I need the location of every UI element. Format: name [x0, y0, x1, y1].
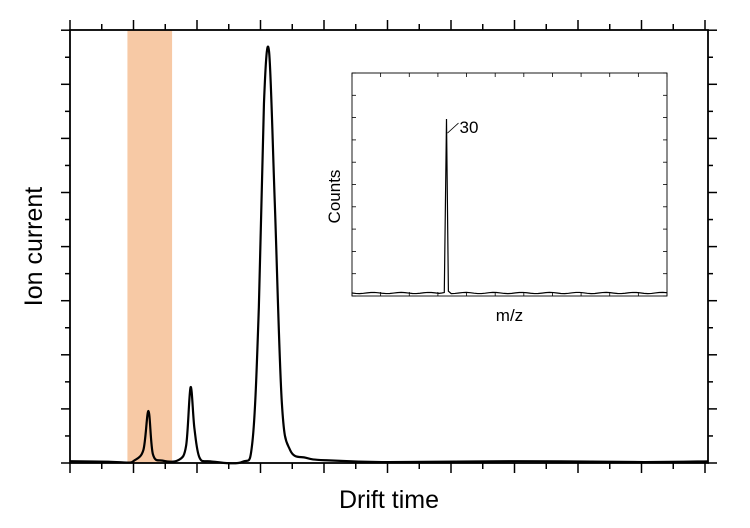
main-ion-current-curve [69, 45, 709, 465]
inset-plot: 30 m/z Counts [325, 72, 668, 325]
peak-label-30: 30 [460, 118, 479, 137]
peak-label-leader [447, 122, 459, 134]
inset-y-axis-title: Counts [325, 170, 344, 224]
x-axis-title: Drift time [339, 486, 439, 514]
inset-plot-frame [351, 72, 668, 297]
inset-mass-spectrum-curve [351, 119, 668, 295]
inset-x-axis-title: m/z [496, 306, 523, 325]
y-axis-title: Ion current [20, 187, 48, 307]
inset-background [352, 73, 667, 296]
main-plot-frame [69, 29, 709, 464]
highlight-band [127, 30, 173, 463]
main-plot: Drift time Ion current [20, 20, 717, 514]
